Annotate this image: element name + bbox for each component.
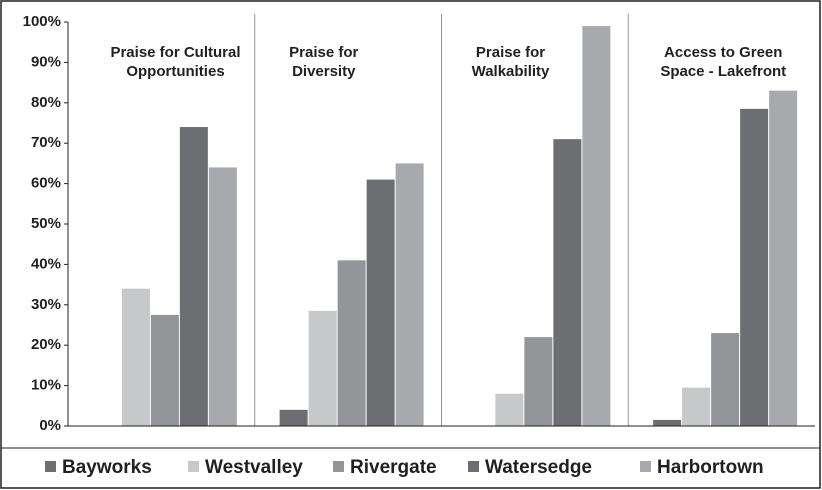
bar xyxy=(366,179,395,426)
bar xyxy=(150,314,179,426)
y-tick-label: 40% xyxy=(31,255,61,272)
bar xyxy=(653,419,682,426)
bar xyxy=(495,393,524,426)
bar xyxy=(682,387,711,426)
panel-title: Praise for Diversity xyxy=(289,44,359,80)
bar xyxy=(582,26,611,426)
panel-title: Praise for Walkability xyxy=(471,44,550,80)
bar xyxy=(524,337,553,426)
legend-swatch xyxy=(333,461,344,472)
legend-swatch xyxy=(188,461,199,472)
y-tick-label: 90% xyxy=(31,53,61,70)
panel-title: Praise for Cultural Opportunities xyxy=(110,44,241,80)
legend-label: Watersedge xyxy=(485,457,592,478)
legend-swatch xyxy=(468,461,479,472)
y-tick-label: 70% xyxy=(31,134,61,151)
y-tick-label: 50% xyxy=(31,215,61,232)
bar xyxy=(553,139,582,426)
y-tick-label: 0% xyxy=(39,417,61,434)
bar xyxy=(121,288,150,426)
legend-label: Bayworks xyxy=(62,457,152,478)
bar xyxy=(308,310,337,426)
panel-title: Access to Green Space - Lakefront xyxy=(660,44,787,80)
y-tick-label: 20% xyxy=(31,336,61,353)
bar xyxy=(208,167,237,426)
bar xyxy=(279,409,308,426)
y-tick-label: 60% xyxy=(31,175,61,192)
legend-swatch xyxy=(640,461,651,472)
bar xyxy=(179,127,208,426)
bar xyxy=(711,333,740,426)
bar xyxy=(769,90,798,427)
bar xyxy=(337,260,366,426)
legend-label: Westvalley xyxy=(205,457,303,478)
bar xyxy=(740,108,769,427)
y-tick-label: 10% xyxy=(31,377,61,394)
y-tick-label: 100% xyxy=(23,13,61,30)
y-tick-label: 80% xyxy=(31,94,61,111)
legend-swatch xyxy=(45,461,56,472)
bar xyxy=(395,163,424,426)
legend-label: Harbortown xyxy=(657,457,764,478)
y-tick-label: 30% xyxy=(31,296,61,313)
legend-label: Rivergate xyxy=(350,457,437,478)
